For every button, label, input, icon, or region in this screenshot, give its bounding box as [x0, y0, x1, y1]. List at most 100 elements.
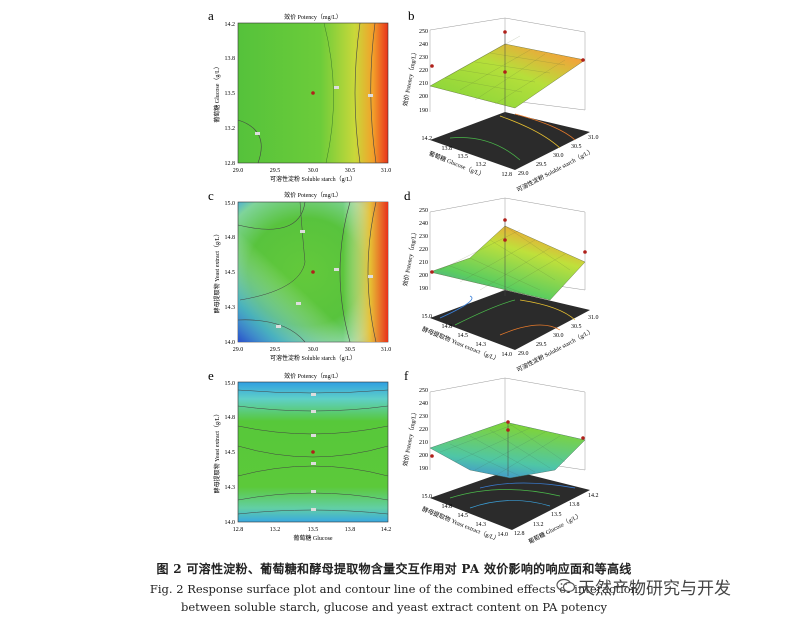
panel-e-xlabel: 葡萄糖 Glucose: [293, 534, 332, 542]
z-tick-label: 230: [419, 55, 428, 61]
panel-d: d 190 200 210 220 230 240 250 效价 Potency…: [401, 188, 598, 374]
panel-e-y-ticks: 14.0 14.3 14.5 14.8 15.0: [225, 381, 236, 526]
z-tick-label: 250: [419, 29, 428, 35]
panel-c: c 效价 Potency（mg/L） 29.0 29.5 30.0 30.5 3…: [208, 188, 391, 362]
x-tick-label: 30.5: [571, 324, 582, 330]
y-tick-label: 14.8: [442, 324, 453, 330]
y-tick-label: 14.2: [225, 22, 236, 28]
contour-label: [311, 490, 316, 493]
panel-b-point: [430, 64, 434, 68]
panel-b-zlabel: 效价 Potency（mg/L）: [401, 48, 419, 106]
y-tick-label: 14.5: [458, 513, 469, 519]
x-tick-label: 30.5: [345, 347, 356, 353]
contour-label: [311, 393, 316, 396]
panel-e: e 效价 Potency（mg/L） 12.8 13.2 13.5 13.8 1…: [208, 368, 391, 542]
panel-d-z-ticks: 190 200 210 220 230 240 250: [419, 208, 428, 292]
x-tick-label: 14.2: [588, 493, 599, 499]
z-tick-label: 210: [419, 440, 428, 446]
z-tick-label: 210: [419, 260, 428, 266]
panel-label-b: b: [408, 8, 415, 23]
y-tick-label: 14.8: [225, 235, 236, 241]
x-tick-label: 12.8: [233, 527, 244, 533]
watermark-text: 天然产物研究与开发: [578, 579, 731, 599]
panel-label-f: f: [404, 368, 409, 383]
panel-c-contour: [239, 201, 306, 301]
panel-f-point: [506, 428, 510, 432]
contour-label: [255, 132, 260, 135]
y-tick-label: 14.2: [422, 136, 433, 142]
panel-e-contour: [237, 389, 389, 394]
figure-caption-en-line2: between soluble starch, glucose and yeas…: [180, 600, 608, 614]
panel-c-xlabel: 可溶性淀粉 Soluble starch（g/L）: [270, 354, 356, 362]
panel-a-contour: [354, 22, 361, 164]
panel-label-a: a: [208, 8, 214, 23]
x-tick-label: 31.0: [588, 315, 599, 321]
panel-a-y-ticks: 12.8 13.2 13.5 13.8 14.2: [225, 22, 236, 167]
x-tick-label: 13.5: [551, 512, 562, 518]
panel-a-contour: [237, 119, 262, 164]
x-tick-label: 29.5: [536, 342, 547, 348]
panel-f-mesh: [439, 423, 566, 477]
panel-label-e: e: [208, 368, 214, 383]
contour-label: [276, 325, 281, 328]
panel-d-floor: [430, 290, 590, 350]
y-tick-label: 15.0: [225, 201, 236, 207]
panel-e-contour: [237, 465, 389, 477]
x-tick-label: 30.5: [571, 144, 582, 150]
panel-b-y-ticks: 14.2 13.8 13.5 13.2 12.8: [422, 136, 513, 178]
z-tick-label: 200: [419, 453, 428, 459]
panel-label-d: d: [404, 188, 411, 203]
panel-c-contour: [237, 201, 306, 230]
panel-a-contour: [323, 22, 334, 164]
y-tick-label: 14.8: [442, 504, 453, 510]
panel-e-center-point: [311, 450, 315, 454]
panel-f-point: [430, 454, 434, 458]
figure-caption-zh: 图 2 可溶性淀粉、葡萄糖和酵母提取物含量交互作用对 PA 效价影响的响应面和等…: [156, 562, 632, 576]
panel-d-point: [430, 270, 434, 274]
panel-e-ylabel: 酵母提取物 Yeast extract（g/L）: [213, 411, 221, 494]
panel-d-floor-contour: [519, 299, 576, 321]
x-tick-label: 30.5: [345, 168, 356, 174]
y-tick-label: 14.5: [225, 270, 236, 276]
x-tick-label: 30.0: [308, 168, 319, 174]
panel-f-x-ticks: 12.8 13.2 13.5 13.8 14.2: [514, 493, 599, 537]
z-tick-label: 240: [419, 221, 428, 227]
z-tick-label: 220: [419, 427, 428, 433]
panel-a-contour: [370, 22, 377, 164]
z-tick-label: 200: [419, 94, 428, 100]
z-tick-label: 230: [419, 234, 428, 240]
x-tick-label: 14.2: [381, 527, 392, 533]
y-tick-label: 14.8: [225, 415, 236, 421]
y-tick-label: 14.5: [225, 450, 236, 456]
x-tick-label: 31.0: [588, 135, 599, 141]
figure-canvas: a 效价 Potency（mg/L） 29.0 29.5 30.0 30.5 3…: [208, 8, 599, 546]
panel-e-x-ticks: 12.8 13.2 13.5 13.8 14.2: [233, 527, 392, 533]
panel-f: f 190 200 210 220 230 240 250 效价 Potency…: [401, 368, 598, 546]
panel-d-floor-contour: [454, 299, 516, 326]
panel-d-y-ticks: 15.0 14.8 14.5 14.3 14.0: [422, 314, 513, 358]
x-tick-label: 13.8: [569, 502, 580, 508]
x-tick-label: 29.5: [536, 162, 547, 168]
y-tick-label: 12.8: [502, 172, 513, 178]
panel-f-z-ticks: 190 200 210 220 230 240 250: [419, 388, 428, 472]
panel-b-surface: [429, 43, 586, 109]
panel-c-contour: [367, 201, 377, 343]
x-tick-label: 30.0: [553, 333, 564, 339]
panel-b-point: [503, 70, 507, 74]
panel-d-point: [583, 250, 587, 254]
y-tick-label: 13.2: [225, 126, 236, 132]
y-tick-label: 14.0: [225, 340, 236, 346]
contour-label: [300, 230, 305, 233]
panel-d-floor-contour: [439, 295, 473, 319]
y-tick-label: 15.0: [225, 381, 236, 387]
y-tick-label: 12.8: [225, 161, 236, 167]
panel-c-title: 效价 Potency（mg/L）: [284, 191, 342, 199]
panel-d-point: [503, 218, 507, 222]
panel-a-ylabel: 葡萄糖 Glucose（g/L）: [213, 63, 221, 123]
panel-f-floor-contour: [479, 482, 576, 489]
y-tick-label: 14.0: [502, 352, 513, 358]
x-tick-label: 12.8: [514, 531, 525, 537]
z-tick-label: 220: [419, 247, 428, 253]
z-tick-label: 200: [419, 273, 428, 279]
y-tick-label: 14.3: [476, 522, 487, 528]
